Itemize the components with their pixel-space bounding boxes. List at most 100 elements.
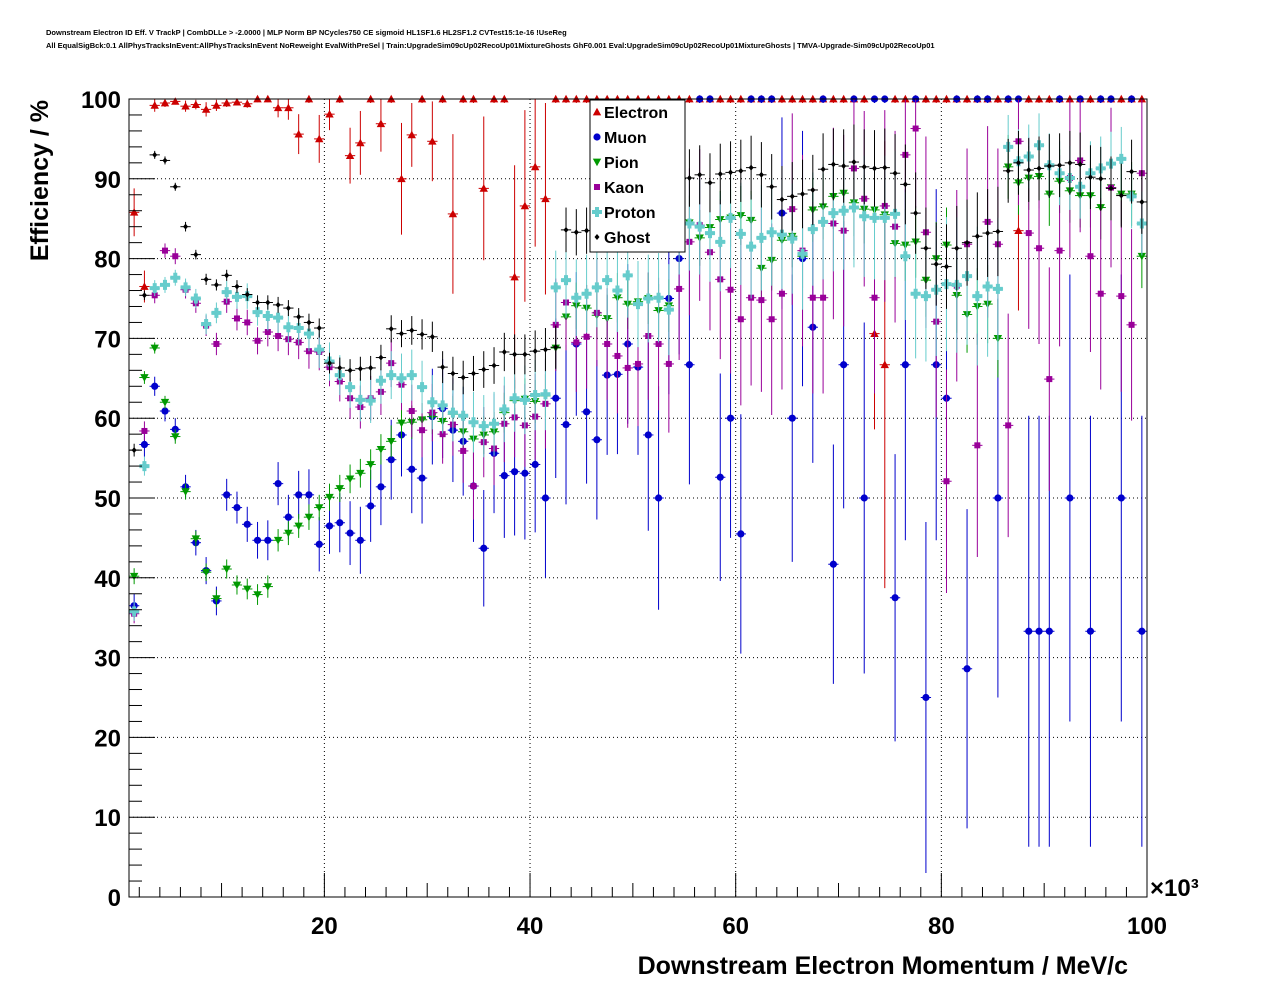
data-point [604, 340, 611, 347]
data-point [1067, 159, 1073, 166]
data-point [345, 382, 356, 393]
data-point [530, 162, 540, 171]
data-point [253, 591, 262, 599]
data-point [365, 395, 376, 406]
data-point [943, 478, 950, 485]
data-point [232, 581, 242, 590]
data-point [491, 362, 497, 369]
data-point [346, 529, 354, 537]
data-point [356, 138, 365, 147]
plot-title-line-2: All EqualSigBck:0.1 AllPhysTracksInEvent… [46, 41, 935, 50]
data-point [1026, 167, 1032, 174]
data-point [252, 307, 263, 318]
data-point [686, 175, 692, 182]
data-point [160, 398, 170, 407]
data-point [1118, 293, 1125, 300]
data-point [201, 105, 211, 113]
data-point [387, 437, 396, 446]
data-point [429, 333, 435, 340]
data-point [869, 212, 880, 223]
data-point [769, 183, 775, 190]
data-point [293, 323, 304, 334]
data-point [1138, 627, 1146, 635]
data-point [347, 367, 353, 374]
data-point [139, 461, 150, 472]
data-point [141, 292, 147, 299]
data-point [1139, 198, 1145, 205]
data-point [211, 307, 222, 318]
data-point [561, 275, 572, 286]
data-point [233, 503, 241, 512]
data-point [788, 414, 796, 422]
data-point [807, 224, 818, 235]
data-point [552, 321, 559, 328]
data-point [140, 374, 149, 382]
data-point [264, 536, 272, 544]
data-point [1025, 627, 1033, 635]
data-point [479, 184, 488, 192]
data-point [1066, 494, 1074, 502]
legend-entry: Proton [604, 205, 656, 222]
data-point [891, 594, 899, 602]
data-point [778, 290, 785, 297]
data-point [644, 431, 652, 439]
data-point [418, 474, 426, 482]
data-point [481, 366, 487, 373]
data-point [159, 279, 170, 290]
data-point [460, 374, 466, 381]
axes: 20 40 60 80 100 0 10 20 30 40 50 60 70 80 90 100 [81, 87, 1167, 940]
data-point [439, 431, 446, 438]
data-point [746, 241, 757, 252]
data-point [563, 226, 569, 233]
data-point [591, 282, 602, 293]
data-point [923, 245, 929, 252]
data-point [149, 283, 160, 294]
data-point [963, 665, 971, 673]
data-point [408, 465, 416, 473]
data-point [655, 340, 662, 347]
data-point [694, 221, 705, 232]
data-point [396, 373, 407, 384]
y-tick-label: 0 [108, 885, 121, 912]
data-point [417, 382, 428, 393]
data-point [356, 536, 364, 544]
data-point [265, 299, 271, 306]
data-point [510, 272, 519, 281]
data-point [458, 410, 469, 421]
data-point [388, 325, 394, 332]
data-point [478, 421, 489, 432]
data-point [275, 301, 281, 308]
data-point [509, 393, 520, 404]
data-point [818, 216, 829, 227]
data-point [160, 98, 170, 107]
data-point [553, 344, 559, 351]
data-point [172, 253, 179, 260]
data-point [810, 186, 816, 193]
data-point [841, 163, 847, 170]
data-point [274, 480, 282, 488]
data-point [900, 251, 911, 262]
data-point [879, 212, 890, 223]
data-point [406, 370, 417, 381]
data-point [316, 325, 322, 332]
data-point [489, 418, 500, 429]
data-point [470, 370, 476, 377]
data-point [562, 420, 570, 429]
data-point [447, 407, 458, 418]
x-tick-label: 20 [311, 913, 338, 940]
data-point [314, 344, 325, 355]
data-point [830, 161, 836, 168]
y-tick-label: 30 [94, 646, 121, 673]
data-point [726, 414, 735, 422]
data-point [387, 456, 395, 464]
data-point [758, 171, 764, 178]
data-point [1086, 627, 1095, 635]
data-point [140, 440, 149, 449]
data-point [366, 461, 375, 469]
data-point [573, 229, 579, 236]
data-point [437, 400, 448, 411]
data-point [419, 427, 426, 434]
legend: Electron Muon Pion Kaon Proton Ghost [589, 99, 686, 253]
data-point [725, 212, 736, 223]
